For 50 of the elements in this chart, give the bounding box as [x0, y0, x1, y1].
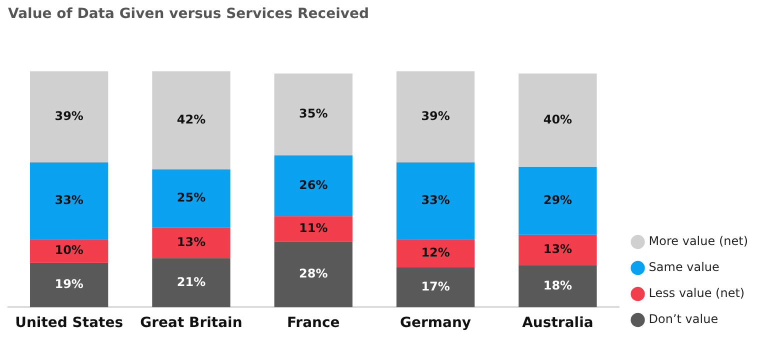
data-label: 35%	[299, 106, 328, 121]
bar	[396, 71, 475, 162]
bar	[152, 71, 230, 170]
legend-label: Don’t value	[648, 312, 718, 326]
bar	[396, 239, 475, 268]
bar	[518, 167, 597, 235]
data-label: 39%	[421, 108, 450, 123]
data-label: 42%	[176, 112, 206, 126]
bar	[30, 262, 108, 308]
data-label: 18%	[543, 278, 572, 292]
data-label: 28%	[299, 266, 328, 281]
bar	[152, 169, 230, 228]
x-tick-label: France	[287, 315, 340, 332]
data-label: 10%	[54, 243, 84, 258]
data-label: 25%	[176, 190, 206, 205]
data-label: 12%	[421, 246, 450, 260]
data-label: 11%	[299, 221, 328, 236]
bar	[518, 74, 597, 167]
x-tick-label: Germany	[400, 315, 472, 332]
data-label: 33%	[421, 193, 450, 208]
bar	[152, 228, 230, 258]
bar	[274, 216, 352, 242]
legend-label: More value (net)	[648, 234, 748, 248]
bar	[518, 265, 597, 308]
legend-label: Same value	[648, 260, 720, 274]
bar	[518, 234, 597, 266]
x-tick-label: Australia	[522, 315, 594, 332]
data-label: 19%	[54, 277, 84, 292]
data-label: 26%	[299, 178, 328, 192]
data-label: 39%	[54, 108, 84, 123]
data-label: 13%	[543, 242, 572, 256]
data-label: 21%	[176, 274, 206, 289]
bar	[396, 267, 475, 308]
bar	[30, 239, 108, 263]
bar	[30, 162, 108, 240]
x-tick-label: Great Britain	[140, 315, 242, 332]
legend-label: Less value (net)	[648, 286, 745, 300]
bar	[30, 71, 108, 162]
data-label: 17%	[421, 279, 450, 294]
data-label: 33%	[54, 193, 84, 208]
bar	[274, 155, 352, 216]
chart-title: Value of Data Given versus Services Received	[8, 6, 370, 22]
bar	[274, 242, 352, 308]
data-label: 29%	[543, 193, 572, 208]
data-label: 40%	[543, 112, 572, 126]
bar	[396, 162, 475, 240]
data-label: 13%	[176, 235, 206, 250]
bar	[274, 74, 352, 156]
bar	[152, 258, 230, 308]
x-tick-label: United States	[15, 315, 124, 332]
